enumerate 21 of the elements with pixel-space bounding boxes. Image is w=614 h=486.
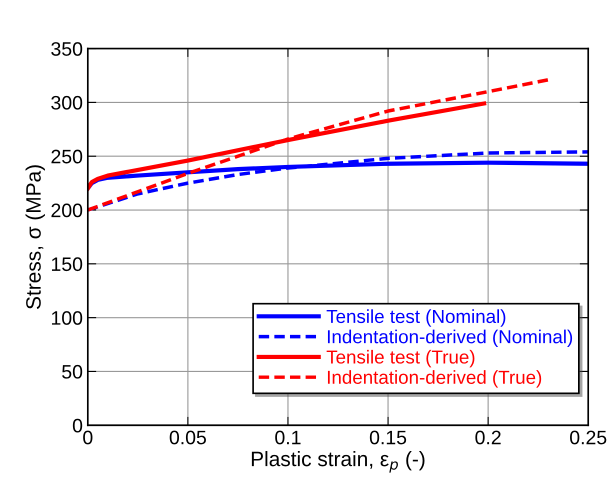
line-series [88, 78, 550, 212]
legend-label: Tensile test (True) [326, 350, 474, 368]
x-tick-label: 0.2 [475, 430, 501, 444]
y-axis-title: Stress, σ (MPa) [26, 165, 45, 309]
y-tick-label: 350 [51, 42, 82, 56]
y-tick-label: 150 [52, 257, 82, 272]
x-tick-label: 0.1 [275, 430, 301, 444]
y-tick-label: 300 [51, 96, 82, 110]
legend-label: Indentation-derived (Nominal) [328, 330, 572, 348]
legend-label: Tensile test (Nominal) [326, 309, 506, 327]
y-tick-label: 200 [51, 203, 82, 218]
y-tick-label: 250 [51, 150, 82, 164]
x-axis-title: Plastic strain, ε$_{p}$ (-) [252, 451, 424, 473]
x-tick-label: 0.25 [570, 430, 606, 444]
x-tick-label: 0 [83, 430, 92, 444]
y-tick-label: 100 [52, 311, 82, 325]
legend-label: Indentation-derived (True) [328, 370, 542, 388]
x-tick-label: 0.05 [170, 430, 206, 444]
x-tick-label: 0.15 [370, 430, 406, 444]
y-tick-label: 0 [72, 418, 82, 432]
y-tick-label: 50 [62, 364, 82, 379]
